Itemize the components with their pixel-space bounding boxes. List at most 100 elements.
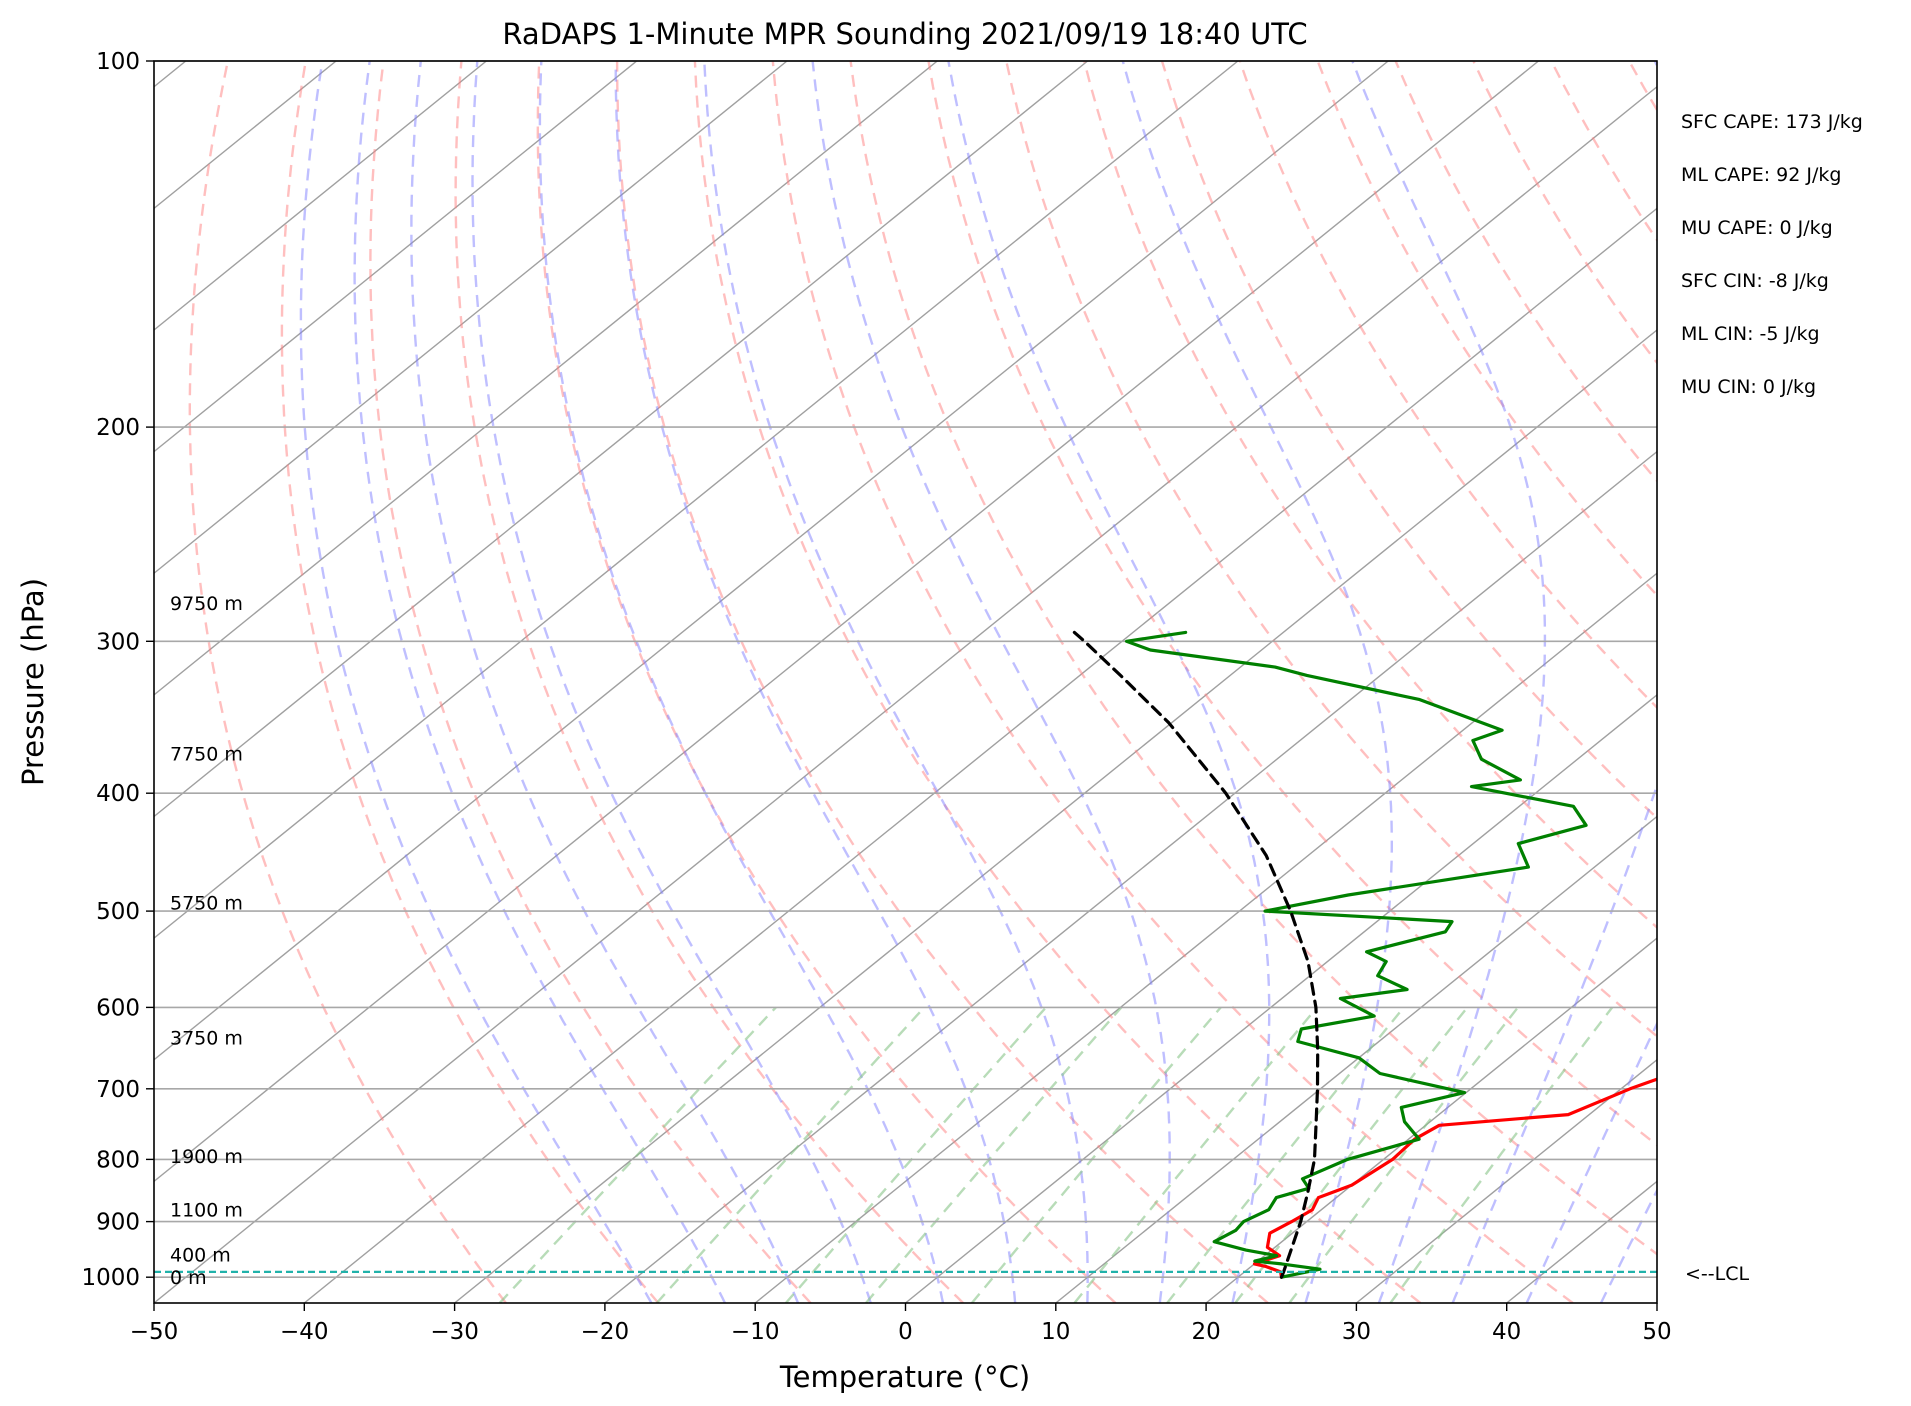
x-tick-label: 30 xyxy=(1342,1319,1371,1345)
isotherm-line xyxy=(604,450,1657,1303)
y-axis: 100 200 300 400 500 600 700 800 900 1000 xyxy=(81,49,154,1291)
lcl-label: <--LCL xyxy=(1685,1263,1749,1285)
isotherm-line xyxy=(154,61,1539,1183)
mixing-ratio-line xyxy=(1234,1006,1469,1303)
moist-adiabat-line xyxy=(947,61,1271,1303)
parcel-trace xyxy=(1072,630,1320,1279)
height-label: 400 m xyxy=(170,1245,231,1267)
isotherm-line xyxy=(905,693,1657,1303)
x-tick-label: −10 xyxy=(731,1319,780,1345)
mixing-ratio-line xyxy=(498,1006,777,1303)
temperature-trace xyxy=(1252,1077,1657,1279)
isotherm-line xyxy=(154,61,487,331)
mixing-ratio-line xyxy=(1288,1006,1519,1303)
y-tick-label: 1000 xyxy=(81,1265,140,1291)
moist-adiabat-line xyxy=(410,61,800,1303)
y-tick-label: 300 xyxy=(96,629,140,655)
cape-cin-annotation: SFC CIN: -8 J/kg xyxy=(1681,270,1829,292)
dewpoint-trace xyxy=(1124,630,1588,1279)
mixing-ratio-line xyxy=(1389,1006,1614,1303)
dry-adiabat-line xyxy=(1785,61,1911,1303)
cape-cin-annotation: SFC CAPE: 173 J/kg xyxy=(1681,111,1863,133)
lcl-marker: <--LCL xyxy=(154,1263,1749,1285)
isotherm-line xyxy=(154,61,938,696)
y-tick-label: 200 xyxy=(96,415,140,441)
cape-cin-annotation: ML CAPE: 92 J/kg xyxy=(1681,164,1841,186)
dry-adiabat-line xyxy=(771,61,1574,1303)
height-label: 1900 m xyxy=(170,1146,243,1168)
mixing-ratio-line xyxy=(1073,1006,1318,1303)
sounding-traces xyxy=(1072,630,1657,1279)
dry-adiabat-line xyxy=(1863,61,1911,1303)
x-tick-label: 40 xyxy=(1492,1319,1521,1345)
background-lines xyxy=(154,61,1911,1303)
dry-adiabat-line xyxy=(1707,61,1911,1303)
chart-title: RaDAPS 1-Minute MPR Sounding 2021/09/19 … xyxy=(502,17,1307,51)
dry-adiabat-line xyxy=(693,61,1422,1303)
moist-adiabat-line xyxy=(1121,61,1393,1303)
isotherm-line xyxy=(154,85,1657,1303)
moist-adiabat-line xyxy=(1451,61,1657,1303)
dry-adiabat-line xyxy=(927,61,1657,1147)
x-tick-label: 10 xyxy=(1041,1319,1070,1345)
x-axis-title: Temperature (°C) xyxy=(779,1360,1030,1394)
moist-adiabat-line xyxy=(471,61,872,1303)
y-tick-label: 800 xyxy=(96,1147,140,1173)
moist-adiabat-line xyxy=(703,61,1089,1303)
dry-adiabat-line xyxy=(280,61,660,1303)
isotherm-line xyxy=(154,61,1389,1061)
dry-adiabat-line xyxy=(454,61,964,1303)
y-tick-label: 400 xyxy=(96,781,140,807)
x-tick-label: −50 xyxy=(130,1319,179,1345)
isotherm-line xyxy=(154,61,1239,940)
moist-adiabat-line xyxy=(614,61,1017,1303)
isotherm-line xyxy=(154,61,337,210)
x-tick-label: −20 xyxy=(581,1319,630,1345)
mixing-ratio-line xyxy=(970,1006,1222,1303)
moist-adiabat-line xyxy=(1351,61,1547,1303)
isotherm-line xyxy=(1205,937,1657,1303)
isotherm-line xyxy=(303,207,1657,1303)
moist-adiabat-line xyxy=(811,61,1171,1303)
dry-adiabat-line xyxy=(849,61,1657,1256)
dry-adiabat-line xyxy=(536,61,1117,1303)
cape-cin-annotations: SFC CAPE: 173 J/kg ML CAPE: 92 J/kg MU CAP… xyxy=(1681,111,1863,398)
x-tick-label: −40 xyxy=(280,1319,329,1345)
dry-adiabat-line xyxy=(1160,61,1657,820)
height-labels: 9750 m 7750 m 5750 m 3750 m 1900 m 1100 m 400 … xyxy=(170,593,243,1289)
dry-adiabat-line xyxy=(1394,61,1657,483)
y-tick-label: 700 xyxy=(96,1077,140,1103)
height-label: 7750 m xyxy=(170,744,243,766)
mixing-ratio-line xyxy=(655,1006,926,1303)
height-label: 9750 m xyxy=(170,593,243,615)
mixing-ratio-line xyxy=(784,1006,1047,1303)
isotherm-line xyxy=(154,61,1089,818)
isotherm-line xyxy=(454,329,1657,1303)
mixing-ratio-line xyxy=(865,1006,1123,1303)
dry-adiabat-line xyxy=(369,61,812,1303)
dry-adiabat-line xyxy=(1083,61,1657,929)
cape-cin-annotation: ML CIN: -5 J/kg xyxy=(1681,323,1820,345)
height-label: 3750 m xyxy=(170,1027,243,1049)
isotherm-line xyxy=(154,61,638,453)
moist-adiabat-line xyxy=(1599,1188,1657,1303)
x-tick-label: 0 xyxy=(898,1319,913,1345)
dry-adiabat-line xyxy=(1628,61,1657,113)
y-tick-label: 600 xyxy=(96,995,140,1021)
x-axis: −50 −40 −30 −20 −10 0 10 20 30 40 50 xyxy=(130,1303,1672,1345)
dry-adiabat-line xyxy=(1316,61,1657,598)
height-label: 5750 m xyxy=(170,893,243,915)
cape-cin-annotation: MU CAPE: 0 J/kg xyxy=(1681,217,1833,239)
moist-adiabat-line xyxy=(538,61,945,1303)
mixing-ratio-line xyxy=(1166,1006,1405,1303)
dry-adiabat-line xyxy=(615,61,1269,1303)
height-label: 0 m xyxy=(170,1267,207,1289)
moist-adiabat-line xyxy=(1525,1020,1657,1303)
y-tick-label: 100 xyxy=(96,49,140,75)
height-label: 1100 m xyxy=(170,1200,243,1222)
isotherm-line xyxy=(1355,1058,1657,1303)
isotherm-line xyxy=(1506,1180,1657,1303)
y-tick-label: 900 xyxy=(96,1210,140,1236)
isotherm-line xyxy=(154,61,788,575)
plot-frame xyxy=(153,60,1658,1304)
